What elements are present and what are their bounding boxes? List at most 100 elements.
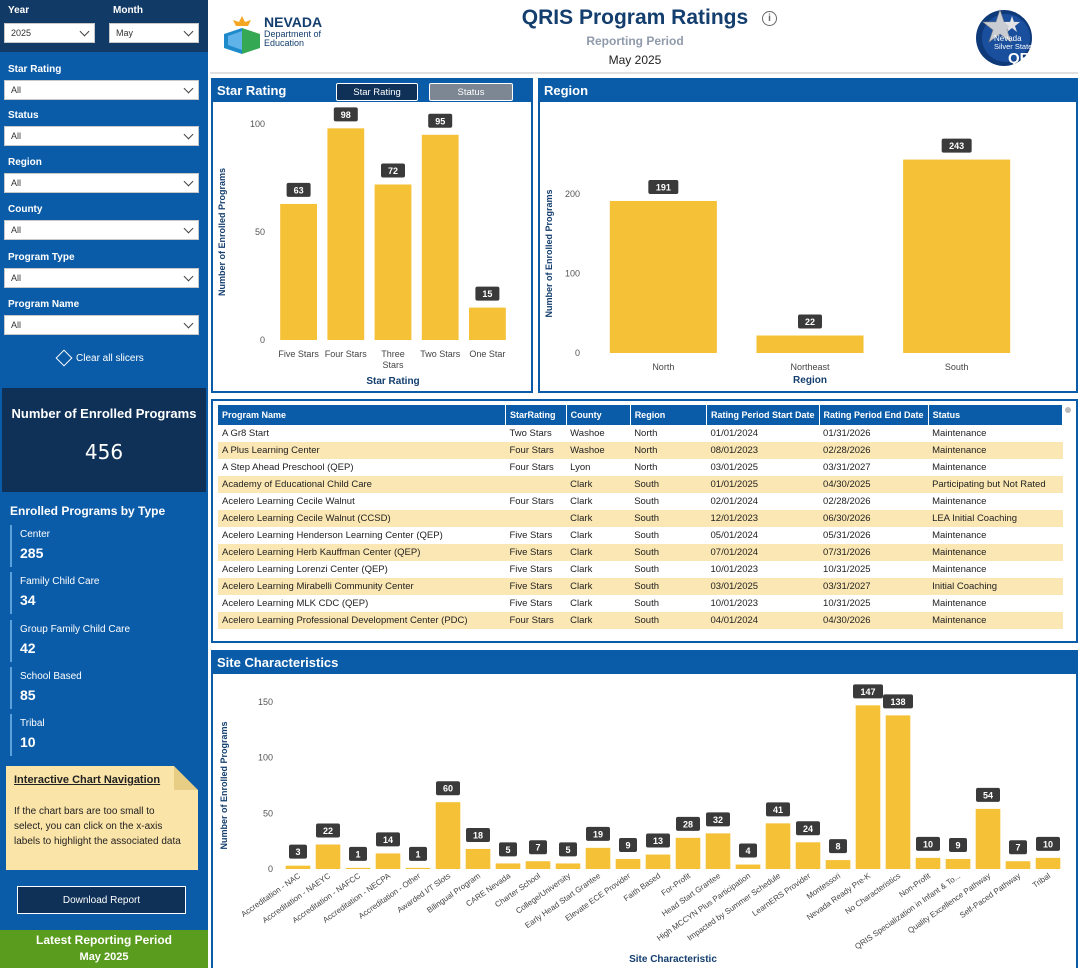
- x-tick-label[interactable]: Bilingual Program: [425, 871, 482, 915]
- bar[interactable]: [945, 858, 971, 869]
- scrollbar-thumb[interactable]: [1065, 407, 1071, 413]
- table-cell: A Step Ahead Preschool (QEP): [218, 459, 506, 476]
- table-row[interactable]: Acelero Learning Herb Kauffman Center (Q…: [218, 544, 1063, 561]
- table-cell: 04/30/2026: [819, 612, 929, 629]
- col-start-date[interactable]: Rating Period Start Date: [706, 405, 820, 425]
- bar[interactable]: [468, 307, 506, 340]
- program-type-select[interactable]: All: [4, 268, 199, 288]
- table-row[interactable]: Acelero Learning MLK CDC (QEP) Five Stars…: [218, 595, 1063, 612]
- col-county[interactable]: County: [566, 405, 631, 425]
- bar[interactable]: [855, 705, 881, 869]
- table-cell: Acelero Learning Cecile Walnut: [218, 493, 506, 510]
- bar[interactable]: [435, 802, 461, 869]
- col-program-name[interactable]: Program Name: [218, 405, 506, 425]
- x-tick-label[interactable]: Tribal: [1031, 871, 1052, 890]
- bar[interactable]: [735, 864, 761, 869]
- col-status[interactable]: Status: [928, 405, 1063, 425]
- bar[interactable]: [615, 858, 641, 869]
- region-select[interactable]: All: [4, 173, 199, 193]
- data-label-bg: [499, 842, 517, 857]
- chevron-down-icon: [183, 83, 194, 93]
- bar[interactable]: [327, 128, 365, 340]
- bar[interactable]: [975, 808, 1001, 869]
- table-cell: Four Stars: [505, 493, 567, 510]
- data-label: 95: [435, 116, 445, 126]
- bar[interactable]: [285, 865, 311, 869]
- clear-slicers-button[interactable]: Clear all slicers: [55, 349, 144, 367]
- info-icon[interactable]: i: [762, 11, 777, 26]
- bar[interactable]: [465, 848, 491, 869]
- bar[interactable]: [705, 833, 731, 869]
- table-row[interactable]: A Plus Learning Center Four Stars Washoe No…: [218, 442, 1063, 459]
- table-row[interactable]: Acelero Learning Cecile Walnut (CCSD) Cla…: [218, 510, 1063, 527]
- x-tick-label[interactable]: Awarded I/T Slots: [395, 871, 452, 914]
- bar[interactable]: [915, 857, 941, 869]
- table-cell: Acelero Learning MLK CDC (QEP): [218, 595, 506, 612]
- note-fold: [174, 766, 198, 790]
- bar[interactable]: [825, 860, 851, 869]
- x-tick-label[interactable]: Two Stars: [420, 349, 461, 359]
- bar[interactable]: [375, 853, 401, 869]
- table-header-row: Program Name StarRating County Region Ra…: [218, 405, 1063, 425]
- data-label: 8: [835, 842, 840, 852]
- table-cell: 03/01/2025: [706, 578, 820, 595]
- table-cell: Acelero Learning Herb Kauffman Center (Q…: [218, 544, 506, 561]
- bar[interactable]: [1005, 861, 1031, 869]
- month-select[interactable]: May: [109, 23, 199, 43]
- bar[interactable]: [280, 203, 318, 340]
- table-cell: Five Stars: [505, 527, 567, 544]
- bar[interactable]: [555, 863, 581, 869]
- bar[interactable]: [756, 335, 864, 353]
- bar[interactable]: [525, 861, 551, 869]
- col-end-date[interactable]: Rating Period End Date: [819, 405, 929, 425]
- bar[interactable]: [765, 823, 791, 869]
- table-row[interactable]: Acelero Learning Mirabelli Community Cen…: [218, 578, 1063, 595]
- table-row[interactable]: Acelero Learning Cecile Walnut Four Stars…: [218, 493, 1063, 510]
- county-select[interactable]: All: [4, 220, 199, 240]
- table-row[interactable]: A Gr8 Start Two Stars Washoe North 01/01/202…: [218, 425, 1063, 442]
- bar[interactable]: [405, 867, 431, 869]
- bar[interactable]: [585, 847, 611, 869]
- table-row[interactable]: Acelero Learning Professional Developmen…: [218, 612, 1063, 629]
- bar[interactable]: [1035, 857, 1061, 869]
- x-tick-label[interactable]: No Characteristics: [843, 871, 902, 916]
- bar[interactable]: [495, 863, 521, 869]
- bar[interactable]: [345, 867, 371, 869]
- download-report-button[interactable]: Download Report: [17, 886, 186, 914]
- bar[interactable]: [675, 837, 701, 869]
- bar[interactable]: [903, 159, 1011, 353]
- x-tick-label[interactable]: South: [945, 362, 969, 372]
- x-tick-label[interactable]: One Star: [469, 349, 505, 359]
- table-row[interactable]: Acelero Learning Henderson Learning Cent…: [218, 527, 1063, 544]
- table-row[interactable]: Acelero Learning Lorenzi Center (QEP) Fiv…: [218, 561, 1063, 578]
- bar[interactable]: [609, 200, 717, 353]
- x-tick-label[interactable]: Five Stars: [278, 349, 319, 359]
- type-item-center: Center 285: [10, 525, 190, 567]
- status-toggle-button[interactable]: Status: [429, 83, 513, 101]
- bar[interactable]: [795, 842, 821, 869]
- x-tick-label[interactable]: Four Stars: [325, 349, 368, 359]
- bar[interactable]: [645, 854, 671, 869]
- x-tick-label[interactable]: North: [652, 362, 674, 372]
- star-rating-toggle-button[interactable]: Star Rating: [336, 83, 418, 101]
- col-star-rating[interactable]: StarRating: [505, 405, 567, 425]
- x-tick-label[interactable]: Three Stars: [381, 349, 405, 370]
- star-rating-select[interactable]: All: [4, 80, 199, 100]
- table-scrollbar[interactable]: [1064, 405, 1072, 635]
- x-tick-label[interactable]: Northeast: [790, 362, 830, 372]
- bar[interactable]: [315, 844, 341, 869]
- site-characteristics-chart: 0 50 100 150 Number of Enrolled Programs Site…: [219, 684, 1061, 965]
- col-region[interactable]: Region: [630, 405, 708, 425]
- bar[interactable]: [421, 134, 459, 340]
- status-select[interactable]: All: [4, 126, 199, 146]
- bar[interactable]: [885, 715, 911, 869]
- year-select[interactable]: 2025: [4, 23, 95, 43]
- programs-table-viewport[interactable]: Program Name StarRating County Region Ra…: [218, 405, 1063, 635]
- data-label: 15: [482, 289, 492, 299]
- x-tick-label[interactable]: QRIS Specialization in Infant & To...: [853, 871, 962, 951]
- data-label-bg: [436, 781, 460, 796]
- bar[interactable]: [374, 184, 412, 340]
- table-row[interactable]: A Step Ahead Preschool (QEP) Four Stars Ly…: [218, 459, 1063, 476]
- table-row[interactable]: Academy of Educational Child Care Clark So…: [218, 476, 1063, 493]
- program-name-select[interactable]: All: [4, 315, 199, 335]
